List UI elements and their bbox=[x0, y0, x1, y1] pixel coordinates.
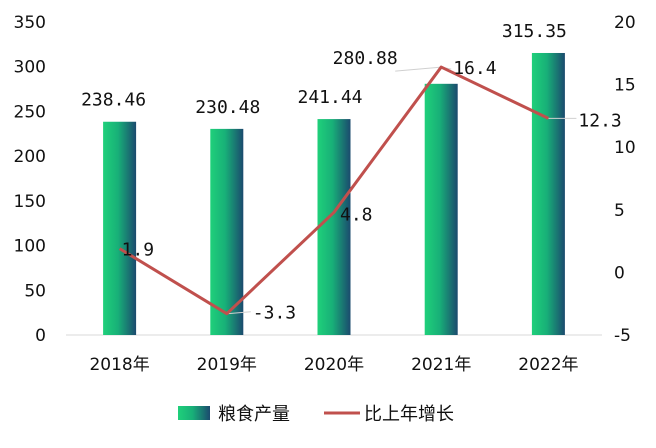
right-tick-label: 10 bbox=[614, 138, 636, 158]
legend-bar-swatch bbox=[178, 406, 210, 420]
bar-value-label: 238.46 bbox=[81, 90, 146, 111]
bar-value-label: 241.44 bbox=[297, 87, 362, 108]
bar-value-label: 230.48 bbox=[195, 97, 260, 118]
bar bbox=[531, 52, 565, 335]
x-tick-label: 2020年 bbox=[304, 355, 364, 375]
legend-bar-label: 粮食产量 bbox=[218, 404, 290, 425]
line-value-label: 4.8 bbox=[340, 204, 373, 225]
left-axis: 0 50 100 150 200 250 300 350 bbox=[14, 13, 46, 346]
x-tick-label: 2022年 bbox=[518, 355, 578, 375]
x-tick-label: 2021年 bbox=[411, 355, 471, 375]
x-axis: 2018年 2019年 2020年 2021年 2022年 bbox=[89, 355, 578, 375]
growth-line bbox=[118, 65, 550, 316]
right-tick-label: -5 bbox=[614, 326, 631, 346]
bar bbox=[103, 121, 137, 335]
x-tick-label: 2018年 bbox=[89, 355, 149, 375]
right-tick-label: 5 bbox=[614, 201, 625, 221]
left-tick-label: 100 bbox=[14, 237, 46, 257]
right-tick-label: 20 bbox=[614, 13, 636, 33]
legend: 粮食产量 比上年增长 bbox=[178, 404, 454, 425]
left-tick-label: 0 bbox=[35, 326, 46, 346]
bar-value-label: 280.88 bbox=[333, 48, 398, 69]
label-leader-lines bbox=[226, 66, 577, 315]
bar-value-label: 315.35 bbox=[502, 21, 567, 42]
left-tick-label: 300 bbox=[14, 58, 46, 78]
bar bbox=[317, 119, 351, 336]
right-axis: -5 0 5 10 15 20 bbox=[614, 13, 636, 346]
x-tick-label: 2019年 bbox=[197, 355, 257, 375]
bar-series bbox=[103, 52, 565, 336]
line-value-label: 1.9 bbox=[122, 240, 155, 261]
bar-value-labels: 238.46 230.48 241.44 280.88 315.35 bbox=[81, 21, 567, 118]
right-tick-label: 0 bbox=[614, 263, 625, 283]
bar bbox=[210, 128, 244, 335]
line-value-label: 12.3 bbox=[578, 110, 621, 131]
left-tick-label: 150 bbox=[14, 192, 46, 212]
right-tick-label: 15 bbox=[614, 76, 636, 96]
line-value-label: 16.4 bbox=[453, 58, 496, 79]
left-tick-label: 200 bbox=[14, 147, 46, 167]
left-tick-label: 350 bbox=[14, 13, 46, 33]
left-tick-label: 50 bbox=[24, 281, 46, 301]
line-value-label: -3.3 bbox=[253, 303, 296, 324]
label-leader-line bbox=[226, 311, 251, 315]
line-value-labels: 1.9 -3.3 4.8 16.4 12.3 bbox=[122, 58, 622, 324]
left-tick-label: 250 bbox=[14, 102, 46, 122]
label-leader-line bbox=[395, 66, 442, 72]
legend-line-label: 比上年增长 bbox=[364, 404, 454, 425]
bar bbox=[424, 83, 458, 336]
